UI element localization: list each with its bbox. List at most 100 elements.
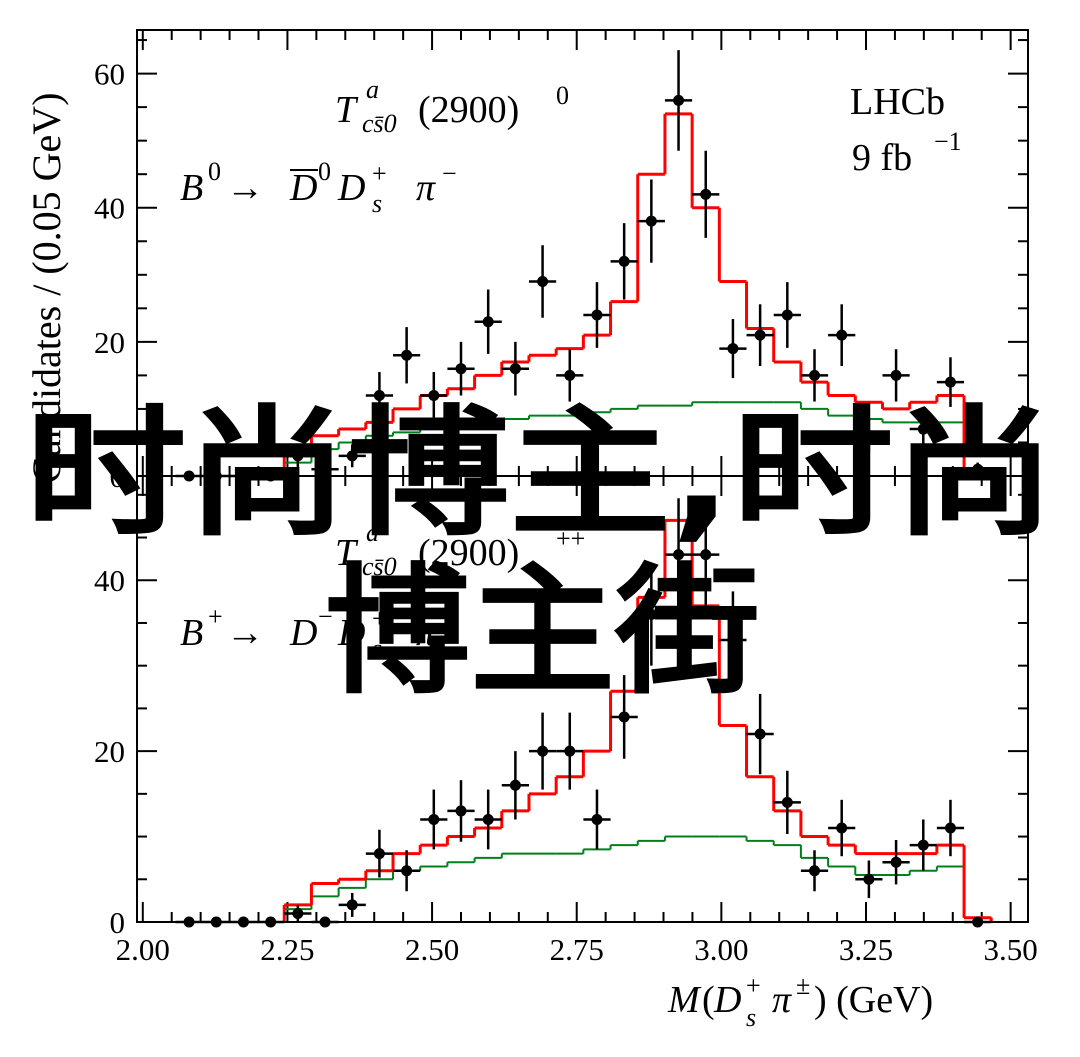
annotation-part: 0 bbox=[556, 81, 569, 110]
annotation-part: + bbox=[372, 159, 387, 188]
y-tick-label: 40 bbox=[94, 191, 125, 226]
y-tick-label: 60 bbox=[94, 57, 125, 92]
data-point bbox=[591, 813, 603, 825]
annotation-part: + bbox=[372, 604, 387, 633]
data-point bbox=[292, 907, 304, 919]
annotation-part: 9 fb bbox=[852, 137, 912, 179]
data-point bbox=[944, 822, 956, 834]
annotation-part: − bbox=[442, 159, 457, 188]
data-point bbox=[509, 363, 521, 375]
data-point bbox=[673, 549, 685, 561]
annotation-part: D bbox=[289, 612, 317, 654]
annotation-part: + bbox=[442, 604, 457, 633]
annotation-part: → bbox=[226, 167, 264, 209]
annotation-part: s bbox=[372, 189, 382, 218]
y-tick-label: 40 bbox=[94, 563, 125, 598]
data-point bbox=[836, 329, 848, 341]
annotation-part: B bbox=[180, 612, 203, 654]
annotation: T a cs̄0 (2900) ++ bbox=[335, 518, 585, 581]
x-label-part: D bbox=[713, 979, 741, 1021]
data-point bbox=[781, 309, 793, 321]
data-point bbox=[944, 376, 956, 388]
annotation-part: B bbox=[180, 167, 203, 209]
data-point bbox=[863, 873, 875, 885]
x-label-part: ± bbox=[796, 971, 810, 1000]
annotation-part: s bbox=[372, 634, 382, 663]
x-tick-label: 3.50 bbox=[984, 932, 1038, 967]
data-point bbox=[564, 745, 576, 757]
x-tick-label: 3.25 bbox=[839, 932, 893, 967]
x-label-part: π bbox=[772, 979, 792, 1021]
data-point bbox=[509, 779, 521, 791]
data-point bbox=[700, 549, 712, 561]
data-point bbox=[809, 865, 821, 877]
y-tick-label: 20 bbox=[94, 734, 125, 769]
annotation: T a cs̄0 (2900) 0 bbox=[335, 75, 569, 138]
data-point bbox=[917, 423, 929, 435]
data-point bbox=[754, 329, 766, 341]
data-point bbox=[618, 255, 630, 267]
y-axis-label: Candidates / (0.05 GeV) bbox=[24, 92, 69, 483]
data-point bbox=[319, 463, 331, 475]
data-point bbox=[591, 309, 603, 321]
annotation-part: a bbox=[366, 75, 379, 104]
data-point bbox=[455, 363, 467, 375]
data-point bbox=[917, 839, 929, 851]
x-label-part: ) (GeV) bbox=[814, 979, 933, 1021]
data-point bbox=[346, 450, 358, 462]
y-tick-label: 0 bbox=[110, 459, 126, 494]
annotation-part: (2900) bbox=[418, 532, 519, 574]
data-point bbox=[645, 608, 657, 620]
annotation-part: −1 bbox=[934, 127, 962, 156]
data-point bbox=[727, 343, 739, 355]
x-tick-label: 2.50 bbox=[405, 932, 459, 967]
annotation-part: ++ bbox=[556, 524, 585, 553]
data-point bbox=[564, 369, 576, 381]
data-point bbox=[673, 94, 685, 106]
data-point bbox=[482, 316, 494, 328]
data-point bbox=[781, 796, 793, 808]
annotation-part: π bbox=[416, 612, 436, 654]
annotation-part: → bbox=[226, 612, 264, 654]
data-point bbox=[754, 728, 766, 740]
watermark-text: 时尚博主,时尚 bbox=[25, 393, 1055, 556]
annotation-part: cs̄0 bbox=[362, 109, 397, 138]
x-label-part: ( bbox=[702, 979, 715, 1021]
data-point bbox=[836, 822, 848, 834]
data-point bbox=[401, 865, 413, 877]
x-label-part: s bbox=[746, 1003, 756, 1032]
data-point bbox=[537, 276, 549, 288]
plot-area: 0 20 40 60 0 20 40 2.00 2.25 2.50 2.75 3.00 3.25 3.50 bbox=[94, 30, 1038, 967]
annotation: B 0 → D 0 D s + π − bbox=[180, 157, 457, 218]
data-point bbox=[645, 215, 657, 227]
y-tick-label: 20 bbox=[94, 325, 125, 360]
annotation-part: + bbox=[208, 602, 223, 631]
annotation-part: π bbox=[416, 167, 436, 209]
data-point bbox=[863, 430, 875, 442]
annotation-part: 0 bbox=[208, 157, 221, 186]
annotation-part: D bbox=[289, 167, 317, 209]
data-point bbox=[428, 390, 440, 402]
x-axis-label: M ( D s + π ± ) (GeV) bbox=[667, 971, 933, 1032]
annotation-part: − bbox=[318, 602, 333, 631]
annotation-part: T bbox=[335, 89, 359, 131]
annotation-part: T bbox=[335, 532, 359, 574]
data-point bbox=[890, 856, 902, 868]
annotation-part: 0 bbox=[318, 157, 331, 186]
luminosity-label: 9 fb −1 bbox=[852, 127, 962, 179]
annotation-part: D bbox=[337, 612, 365, 654]
data-point bbox=[428, 813, 440, 825]
data-point bbox=[618, 711, 630, 723]
experiment-label: LHCb bbox=[850, 81, 945, 123]
annotation: B + → D − D s + π + bbox=[180, 602, 457, 663]
x-tick-label: 3.00 bbox=[694, 932, 748, 967]
data-point bbox=[292, 450, 304, 462]
data-point bbox=[890, 369, 902, 381]
data-point bbox=[401, 349, 413, 361]
x-tick-label: 2.75 bbox=[550, 932, 604, 967]
data-point bbox=[482, 813, 494, 825]
data-point bbox=[700, 188, 712, 200]
y-tick-label: 0 bbox=[110, 905, 126, 940]
watermark-text: 博主街 bbox=[325, 551, 760, 714]
